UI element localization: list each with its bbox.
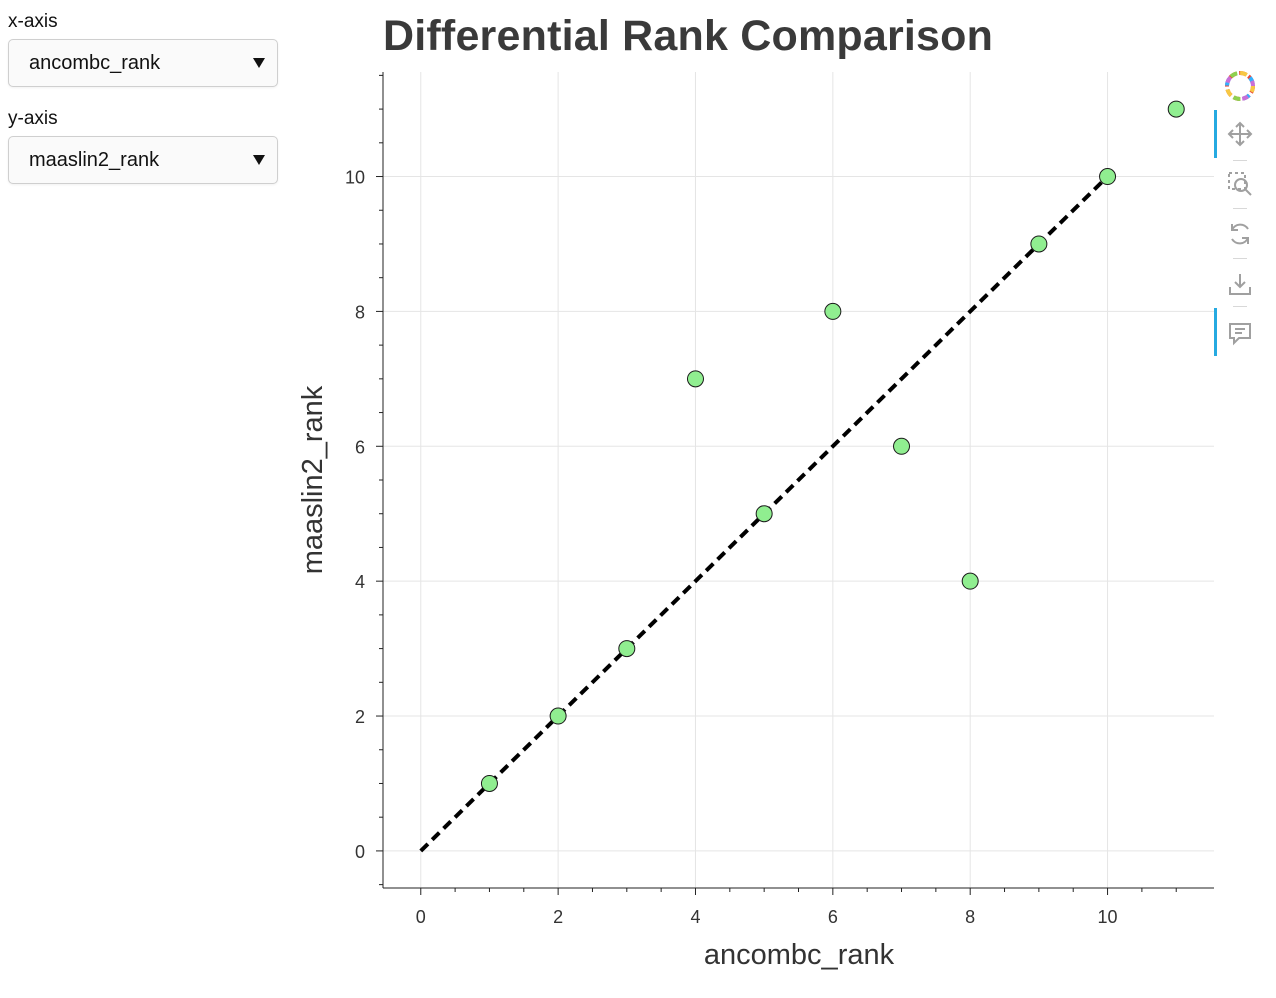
chevron-down-icon xyxy=(253,58,265,68)
x-axis-label: x-axis xyxy=(8,11,58,32)
y-axis-select[interactable]: maaslin2_rank xyxy=(8,136,278,184)
pan-active-indicator xyxy=(1214,110,1217,158)
save-icon[interactable] xyxy=(1224,268,1256,300)
x-tick-label: 10 xyxy=(1098,907,1118,927)
x-tick-label: 4 xyxy=(690,907,700,927)
data-point xyxy=(893,437,911,455)
toolbar-divider xyxy=(1233,258,1247,259)
x-axis-select[interactable]: ancombc_rank xyxy=(8,39,278,87)
axes: 0 2 4 6 8 10 0 2 4 6 8 10 xyxy=(345,72,1214,927)
data-point xyxy=(686,370,704,388)
y-tick-label: 8 xyxy=(355,302,365,322)
hover-icon[interactable] xyxy=(1224,317,1256,349)
box-zoom-icon[interactable] xyxy=(1224,168,1256,200)
x-tick-label: 2 xyxy=(553,907,563,927)
x-tick-label: 0 xyxy=(416,907,426,927)
y-axis-selected-value: maaslin2_rank xyxy=(29,149,160,171)
data-point xyxy=(1099,168,1117,186)
toolbar-divider xyxy=(1233,208,1247,209)
pan-icon[interactable] xyxy=(1224,118,1256,150)
x-axis-title: ancombc_rank xyxy=(704,939,895,971)
x-axis-selected-value: ancombc_rank xyxy=(29,52,161,74)
data-point xyxy=(755,505,773,523)
grid-lines xyxy=(383,72,1214,888)
data-point xyxy=(824,302,842,320)
data-point xyxy=(961,572,979,590)
data-point xyxy=(618,640,636,658)
data-point xyxy=(549,707,567,725)
y-tick-label: 2 xyxy=(355,707,365,727)
chart-title: Differential Rank Comparison xyxy=(383,12,994,60)
toolbar-divider xyxy=(1233,160,1247,161)
reset-icon[interactable] xyxy=(1224,218,1256,250)
y-tick-label: 4 xyxy=(355,572,365,592)
hover-active-indicator xyxy=(1214,308,1217,356)
toolbar-divider xyxy=(1233,306,1247,307)
x-tick-label: 6 xyxy=(828,907,838,927)
data-points xyxy=(480,100,1185,792)
y-tick-label: 0 xyxy=(355,842,365,862)
x-tick-label: 8 xyxy=(965,907,975,927)
bokeh-logo-icon[interactable] xyxy=(1224,70,1256,102)
y-tick-label: 6 xyxy=(355,437,365,457)
data-point xyxy=(1167,100,1185,118)
data-point xyxy=(1030,235,1048,253)
chevron-down-icon xyxy=(253,155,265,165)
y-axis-label: y-axis xyxy=(8,108,58,129)
y-tick-label: 10 xyxy=(345,168,365,188)
data-point xyxy=(480,774,498,792)
y-axis-title: maaslin2_rank xyxy=(297,385,329,574)
